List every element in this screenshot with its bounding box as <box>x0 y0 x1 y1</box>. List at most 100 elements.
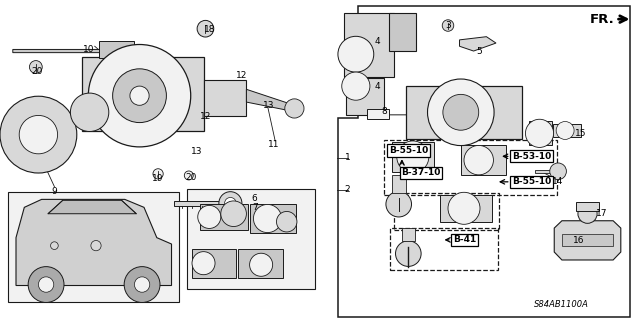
Text: 10: 10 <box>83 45 94 54</box>
Text: FR.: FR. <box>589 13 614 26</box>
Circle shape <box>225 197 236 209</box>
Text: 8: 8 <box>381 107 387 116</box>
Text: B-55-10: B-55-10 <box>389 146 428 155</box>
Text: 13: 13 <box>263 101 275 110</box>
Bar <box>99 41 134 58</box>
Bar <box>390 228 498 270</box>
Circle shape <box>525 119 554 147</box>
Bar <box>576 202 599 211</box>
Polygon shape <box>174 201 221 206</box>
Bar <box>384 140 557 195</box>
Circle shape <box>29 61 42 73</box>
Bar <box>82 57 204 131</box>
Bar <box>344 13 394 77</box>
Text: 11: 11 <box>268 140 280 149</box>
Circle shape <box>19 115 58 154</box>
Polygon shape <box>48 200 136 214</box>
Circle shape <box>397 141 429 173</box>
Text: 14: 14 <box>552 177 564 186</box>
Circle shape <box>550 163 566 180</box>
Polygon shape <box>16 199 172 286</box>
Polygon shape <box>460 37 496 51</box>
Text: 4: 4 <box>375 82 380 91</box>
Bar <box>192 249 236 278</box>
Text: 20: 20 <box>31 67 43 76</box>
Bar <box>389 13 416 51</box>
Bar <box>392 142 434 172</box>
Bar <box>553 124 581 137</box>
Bar <box>187 189 315 289</box>
Circle shape <box>192 252 215 275</box>
Circle shape <box>442 20 454 31</box>
Circle shape <box>0 96 77 173</box>
Polygon shape <box>535 170 556 173</box>
Circle shape <box>38 277 54 292</box>
Bar <box>394 193 499 230</box>
Text: 13: 13 <box>191 147 202 156</box>
Circle shape <box>285 99 304 118</box>
Circle shape <box>91 241 101 251</box>
Text: 17: 17 <box>596 209 607 218</box>
Circle shape <box>153 169 163 179</box>
Circle shape <box>130 86 149 105</box>
Text: 1: 1 <box>345 153 350 162</box>
Text: 15: 15 <box>575 130 587 138</box>
Text: 19: 19 <box>152 174 164 182</box>
Circle shape <box>443 94 479 130</box>
Bar <box>346 78 384 115</box>
Circle shape <box>134 277 150 292</box>
Circle shape <box>28 267 64 302</box>
Bar <box>238 249 283 278</box>
Bar <box>392 175 406 193</box>
Circle shape <box>184 171 193 180</box>
Text: 12: 12 <box>236 71 248 80</box>
Bar <box>402 228 415 241</box>
Circle shape <box>124 267 160 302</box>
Text: B-55-10: B-55-10 <box>512 177 551 186</box>
Circle shape <box>221 201 246 226</box>
Circle shape <box>578 204 597 223</box>
Bar <box>200 204 248 230</box>
Text: S84AB1100A: S84AB1100A <box>534 300 589 309</box>
Text: 5: 5 <box>476 47 481 56</box>
Text: B-41: B-41 <box>453 235 476 244</box>
Bar <box>461 145 506 175</box>
Circle shape <box>556 122 574 139</box>
Circle shape <box>464 145 493 175</box>
Text: 12: 12 <box>200 112 212 121</box>
Circle shape <box>338 36 374 72</box>
Circle shape <box>51 242 58 249</box>
Bar <box>250 204 296 233</box>
Text: 4: 4 <box>375 37 380 46</box>
Polygon shape <box>554 221 621 260</box>
Circle shape <box>428 79 494 145</box>
Circle shape <box>113 69 166 122</box>
Text: 3: 3 <box>445 21 451 30</box>
Circle shape <box>198 205 221 228</box>
Circle shape <box>396 241 421 266</box>
Polygon shape <box>246 89 294 112</box>
Bar <box>529 121 552 145</box>
Circle shape <box>253 204 282 233</box>
Bar <box>204 80 246 116</box>
Bar <box>562 234 613 246</box>
Bar <box>440 195 492 222</box>
Text: B-53-10: B-53-10 <box>512 152 551 161</box>
Text: 16: 16 <box>573 236 585 245</box>
Circle shape <box>386 191 412 217</box>
Circle shape <box>250 253 273 276</box>
Text: B-37-10: B-37-10 <box>401 168 441 177</box>
Circle shape <box>70 93 109 131</box>
Text: 7: 7 <box>252 204 257 212</box>
Circle shape <box>276 211 297 232</box>
Bar <box>367 109 389 119</box>
Polygon shape <box>13 46 108 56</box>
Circle shape <box>88 44 191 147</box>
Circle shape <box>197 20 214 37</box>
Circle shape <box>219 192 242 215</box>
Text: 9: 9 <box>52 187 57 196</box>
Circle shape <box>342 72 370 100</box>
Circle shape <box>448 192 480 224</box>
Text: 2: 2 <box>345 185 350 194</box>
Text: 6: 6 <box>252 194 257 203</box>
